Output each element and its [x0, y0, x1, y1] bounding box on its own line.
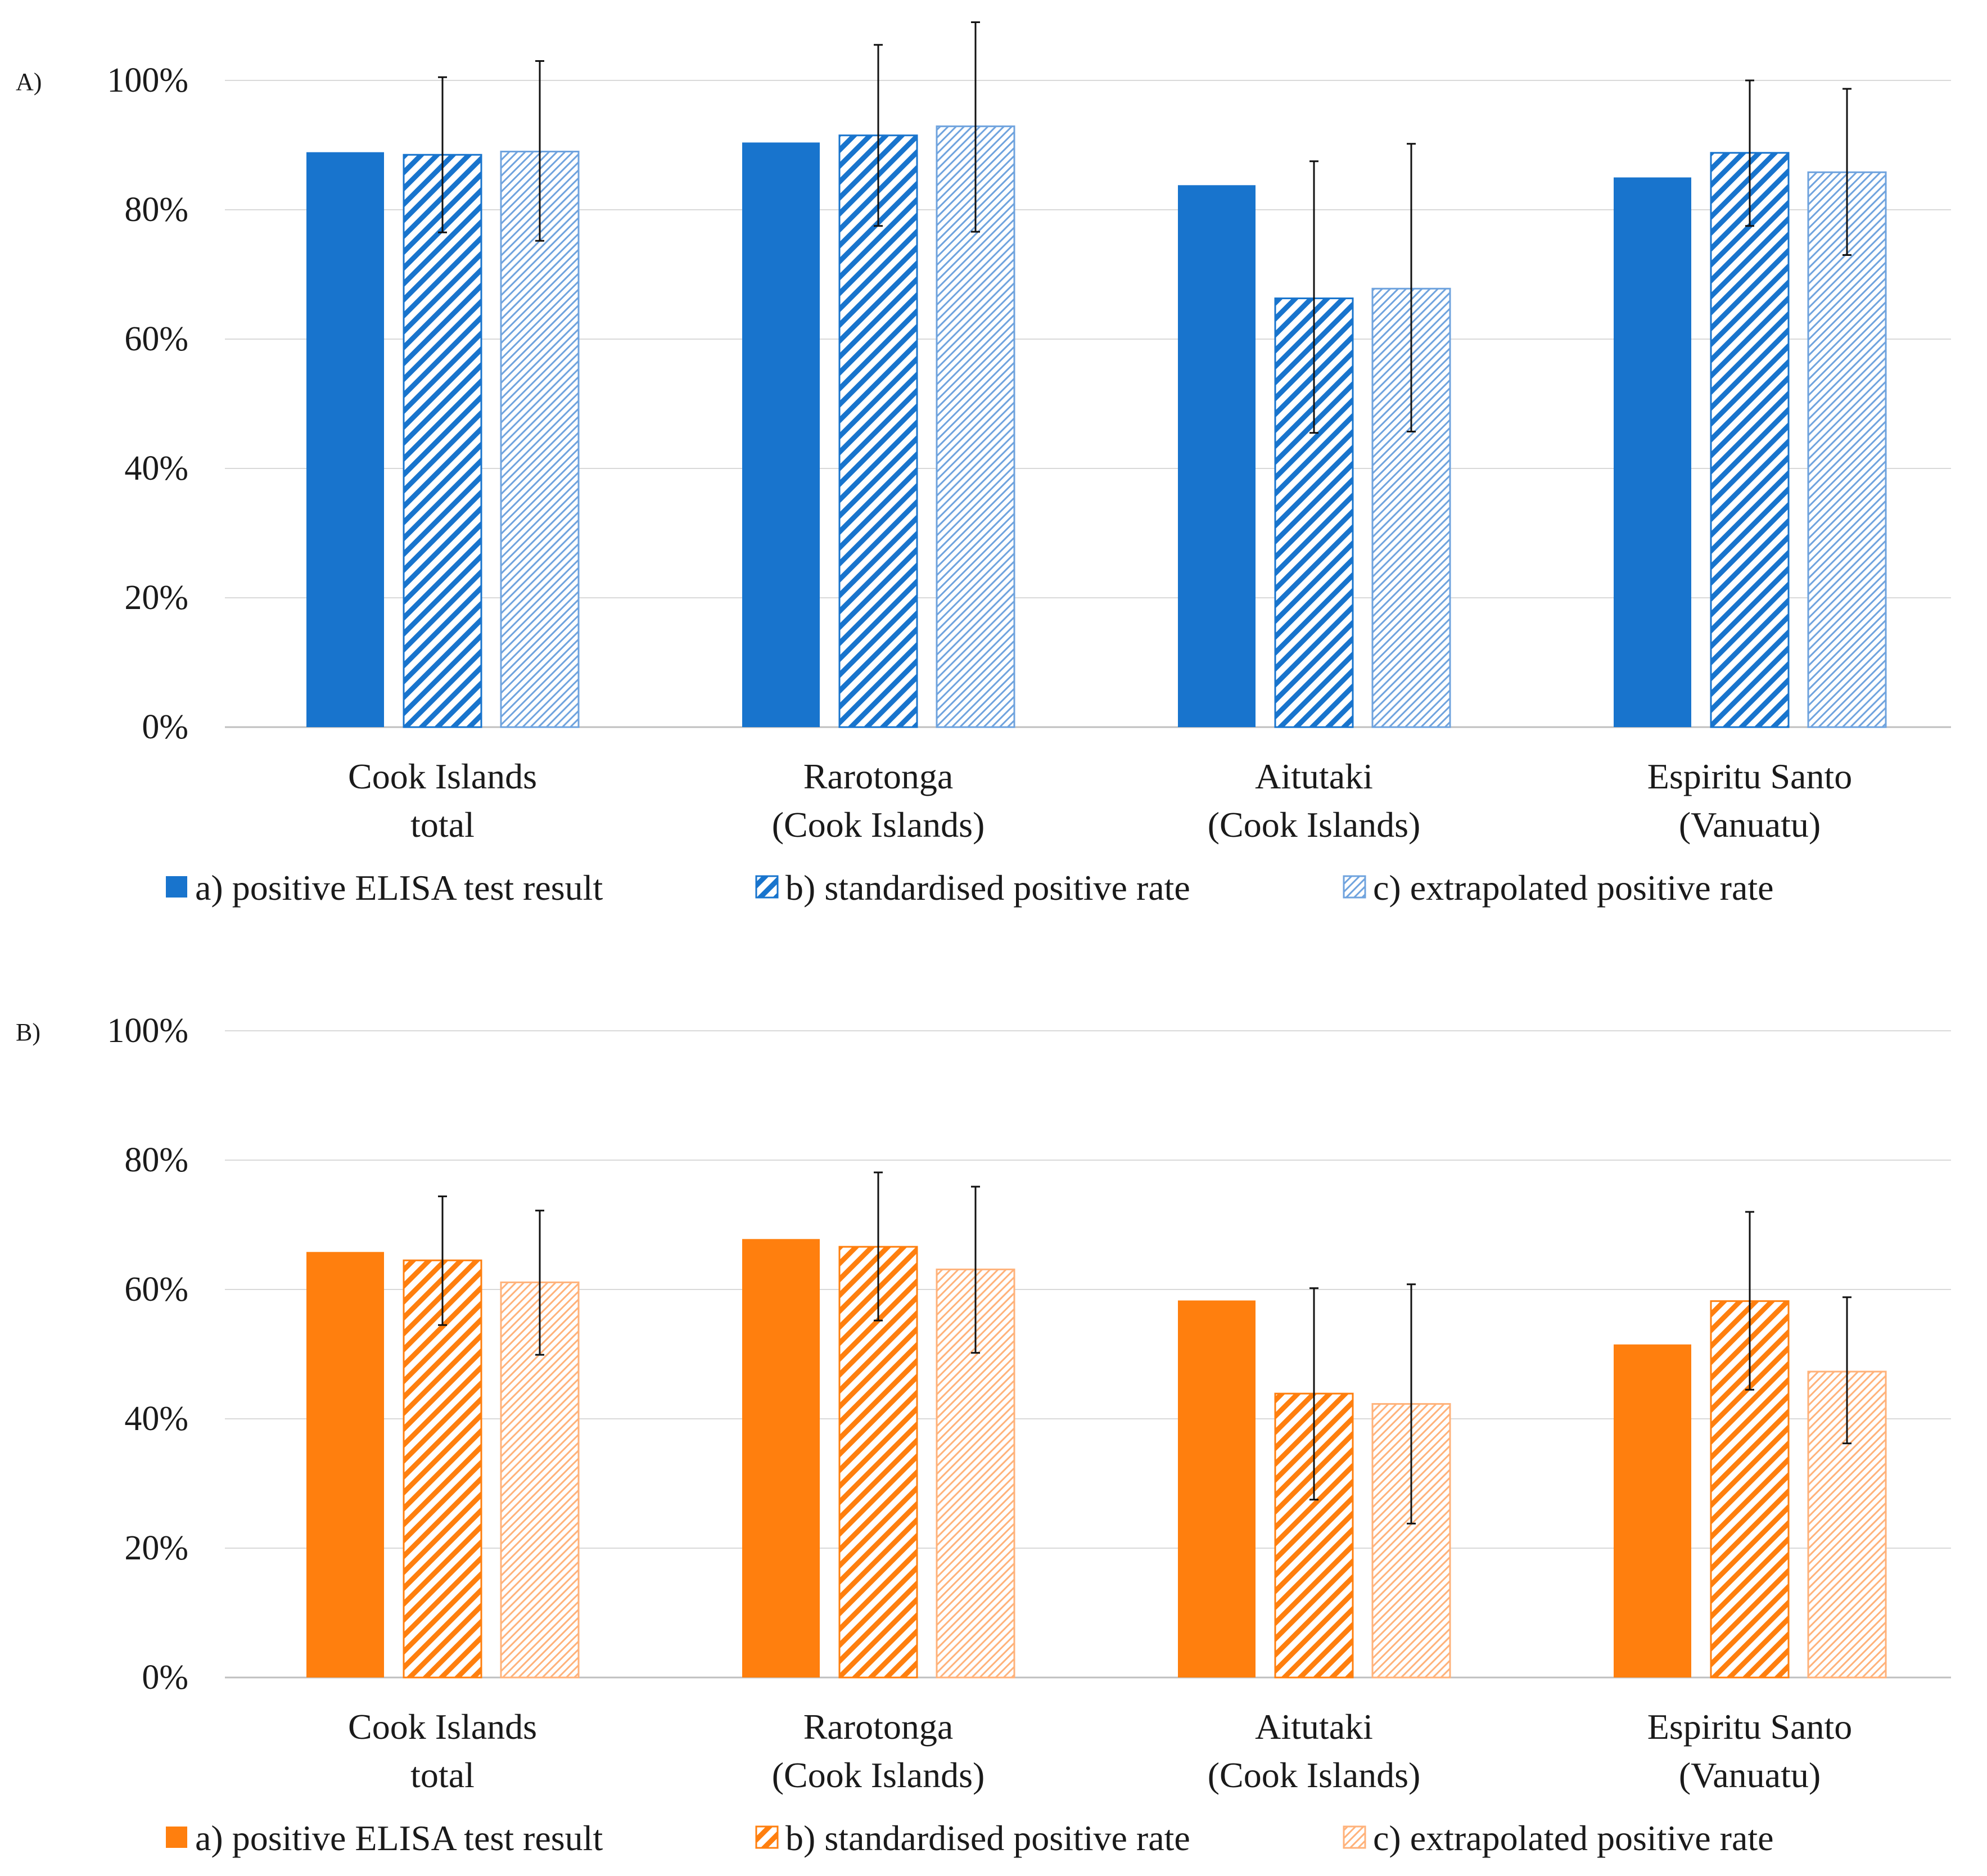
bar-standardised [403, 1259, 482, 1679]
category-label: Espiritu Santo [1647, 756, 1852, 796]
y-tick-label: 60% [124, 320, 188, 358]
y-tick-label: 40% [124, 1400, 188, 1438]
category-label-line2: (Cook Islands) [1208, 1755, 1421, 1795]
y-tick-label: 40% [124, 449, 188, 488]
bar-standardised [403, 154, 482, 728]
panel-b-tag: B) [16, 1018, 40, 1046]
bar-elisa [1178, 185, 1256, 727]
legend-swatch [755, 1825, 779, 1849]
y-tick-label: 20% [124, 1529, 188, 1567]
bar-standardised [838, 134, 918, 728]
category-label: Rarotonga [803, 1707, 954, 1747]
legend-label: a) positive ELISA test result [195, 868, 603, 908]
category-label: Cook Islands [348, 1707, 537, 1747]
category-label: Aitutaki [1255, 1707, 1373, 1747]
y-tick-label: 0% [142, 1658, 188, 1697]
panel-b-legend: a) positive ELISA test result b) standard… [166, 1818, 1774, 1858]
y-tick-label: 80% [124, 191, 188, 229]
category-label-line2: (Vanuatu) [1679, 805, 1821, 845]
legend-label: c) extrapolated positive rate [1373, 1818, 1774, 1858]
panel-a-chart: A) 0% 20% 40% 60% 80% 100% Cook Islands total R… [16, 21, 1951, 908]
bar-extrapolated [500, 151, 580, 728]
panel-b-gridlines [225, 1030, 1951, 1679]
bar-elisa [1614, 177, 1691, 727]
legend-swatch [166, 1827, 187, 1848]
category-label: Aitutaki [1255, 756, 1373, 796]
panel-b-error-bars [438, 1171, 1851, 1525]
legend-label: b) standardised positive rate [785, 1818, 1190, 1858]
bar-elisa [742, 1239, 820, 1677]
category-label-line2: total [410, 1755, 475, 1795]
y-tick-label: 60% [124, 1270, 188, 1309]
bar-extrapolated [1807, 171, 1887, 728]
bar-elisa [306, 152, 384, 727]
legend-swatch [1343, 875, 1366, 899]
panel-a-legend: a) positive ELISA test result b) standard… [166, 868, 1774, 908]
panel-a-bars [306, 125, 1887, 728]
panel-a-y-axis: 0% 20% 40% 60% 80% 100% [107, 61, 188, 746]
legend-swatch [1343, 1825, 1366, 1849]
legend-label: a) positive ELISA test result [195, 1818, 603, 1858]
legend-swatch [755, 875, 779, 899]
category-label: Cook Islands [348, 756, 537, 796]
category-label: Rarotonga [803, 756, 954, 796]
category-label-line2: (Cook Islands) [772, 1755, 985, 1795]
category-label: Espiritu Santo [1647, 1707, 1852, 1747]
category-label-line2: (Cook Islands) [772, 805, 985, 845]
panel-b-y-axis: 0% 20% 40% 60% 80% 100% [107, 1012, 188, 1697]
panel-b-chart: B) 0% 20% 40% 60% 80% 100% Cook Islands total R… [16, 1012, 1951, 1858]
category-label-line2: total [410, 805, 475, 845]
panel-a-x-axis: Cook Islands total Rarotonga (Cook Islands)… [348, 756, 1852, 845]
bar-elisa [1178, 1300, 1256, 1677]
y-tick-label: 0% [142, 708, 188, 746]
category-label-line2: (Vanuatu) [1679, 1755, 1821, 1795]
bar-elisa [1614, 1344, 1691, 1677]
legend-label: b) standardised positive rate [785, 868, 1190, 908]
y-tick-label: 100% [107, 1012, 188, 1050]
legend-swatch [166, 876, 187, 898]
y-tick-label: 100% [107, 61, 188, 100]
legend-label: c) extrapolated positive rate [1373, 868, 1774, 908]
bar-elisa [742, 142, 820, 727]
y-tick-label: 20% [124, 579, 188, 617]
panel-b-x-axis: Cook Islands total Rarotonga (Cook Islands)… [348, 1707, 1852, 1795]
panel-a-error-bars [438, 21, 1851, 434]
panel-a-gridlines [225, 80, 1951, 728]
bar-standardised [1710, 152, 1790, 728]
bar-elisa [306, 1252, 384, 1677]
panel-a-tag: A) [16, 68, 42, 96]
y-tick-label: 80% [124, 1141, 188, 1179]
category-label-line2: (Cook Islands) [1208, 805, 1421, 845]
panel-b-bars [306, 1239, 1887, 1679]
